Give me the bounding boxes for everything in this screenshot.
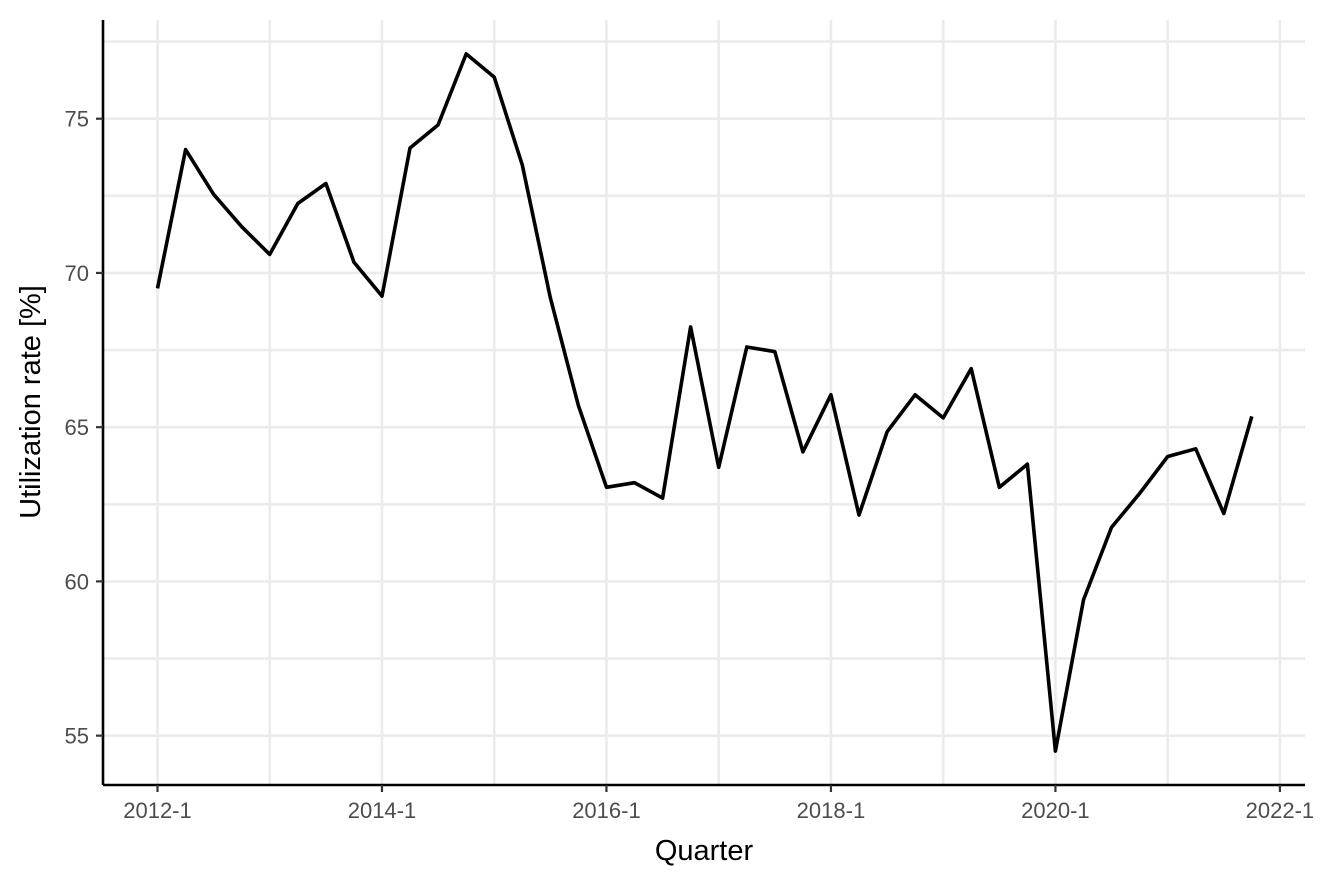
- y-tick-label: 60: [65, 569, 89, 594]
- x-tick-label: 2014-1: [348, 798, 417, 823]
- axes-layer: [96, 20, 1305, 792]
- x-tick-label: 2012-1: [123, 798, 192, 823]
- y-tick-label: 55: [65, 724, 89, 749]
- x-tick-label: 2016-1: [572, 798, 641, 823]
- grid-layer: [103, 20, 1305, 785]
- x-axis-title: Quarter: [655, 835, 754, 867]
- y-tick-label: 70: [65, 261, 89, 286]
- y-axis-title: Utilization rate [%]: [15, 285, 47, 519]
- y-tick-label: 75: [65, 107, 89, 132]
- x-tick-label: 2018-1: [797, 798, 866, 823]
- x-tick-label: 2020-1: [1021, 798, 1090, 823]
- series-line: [155, 52, 1254, 753]
- labels-layer: 55 60 65 70 75 2012-1 2014-1 2016-1 2018-1 2020-1…: [65, 107, 1315, 823]
- y-tick-label: 65: [65, 415, 89, 440]
- series-layer: [155, 52, 1254, 753]
- x-tick-label: 2022-1: [1246, 798, 1315, 823]
